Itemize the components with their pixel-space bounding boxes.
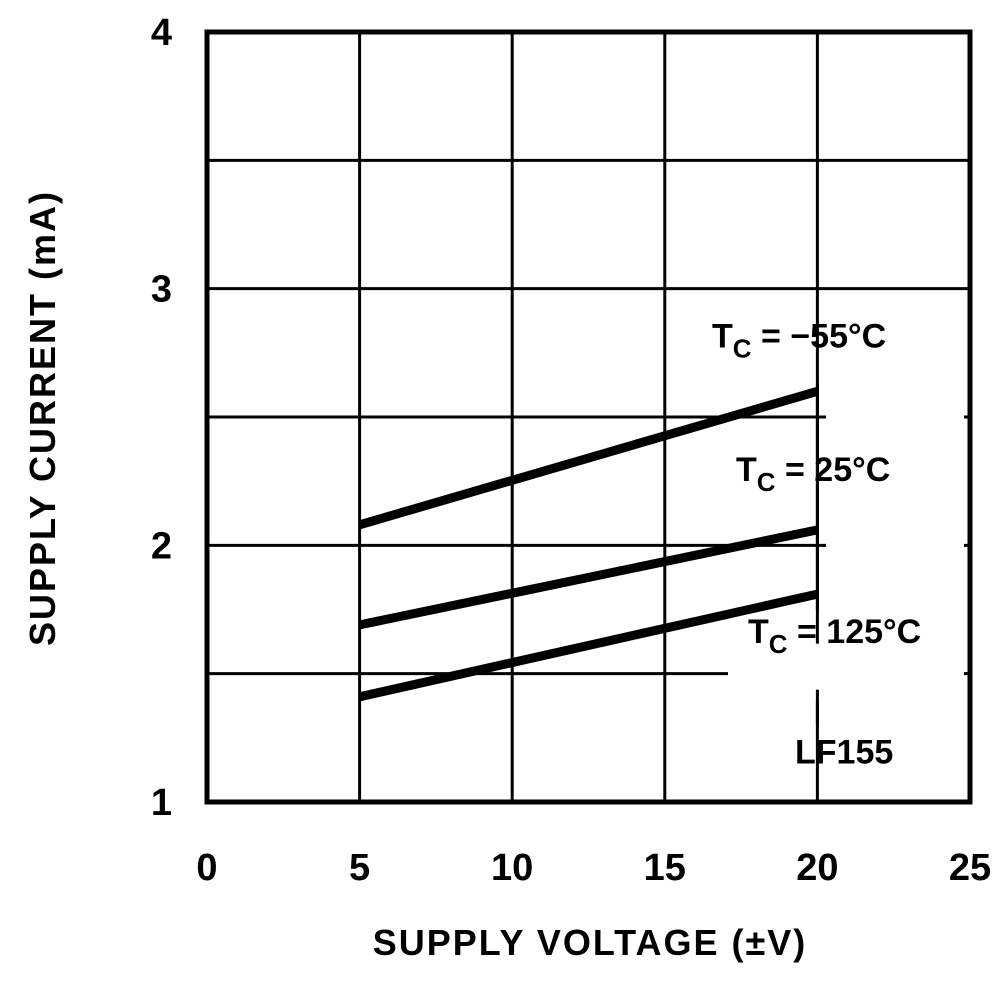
series-label-rest: = 125°C (788, 613, 922, 651)
series-label-main: T (712, 318, 733, 356)
tick-label-layer: 0 5 10 15 20 25 1 2 3 4 (151, 12, 991, 889)
series-line (358, 589, 819, 702)
y-tick-label: 3 (151, 269, 172, 311)
x-axis-title: SUPPLY VOLTAGE (±V) (373, 922, 808, 963)
series-label: TC = −55°C (712, 318, 886, 364)
x-tick-label: 25 (949, 847, 991, 889)
x-tick-label: 10 (491, 847, 533, 889)
label-mask (780, 808, 785, 809)
plot-frame (204, 29, 973, 805)
y-tick-label: 4 (151, 12, 172, 54)
series-line (358, 525, 819, 630)
series-label-main: T (748, 613, 769, 651)
y-tick-label: 2 (151, 525, 172, 567)
series-label: TC = 25°C (736, 451, 890, 497)
series-label-subscript: C (769, 629, 788, 659)
series-label-subscript: C (757, 467, 776, 497)
series-label: TC = 125°C (748, 613, 921, 659)
series-label-main: T (736, 451, 757, 489)
series-label-rest: = −55°C (752, 318, 887, 356)
series-line (358, 386, 819, 530)
frame-layer (204, 29, 973, 805)
grid-layer (207, 32, 970, 809)
y-axis-title: SUPPLY CURRENT (mA) (22, 190, 63, 646)
series-layer (358, 383, 819, 726)
label-mask (826, 515, 964, 574)
x-tick-label: 0 (196, 847, 217, 889)
x-tick-label: 5 (349, 847, 370, 889)
label-mask (728, 643, 964, 702)
y-tick-label: 1 (151, 782, 172, 824)
x-tick-label: 20 (796, 847, 838, 889)
series-label-subscript: C (733, 334, 752, 364)
series-label-rest: = 25°C (776, 451, 891, 489)
device-annotation: LF155 (795, 734, 893, 772)
label-mask (826, 387, 964, 445)
x-tick-label: 15 (644, 847, 686, 889)
